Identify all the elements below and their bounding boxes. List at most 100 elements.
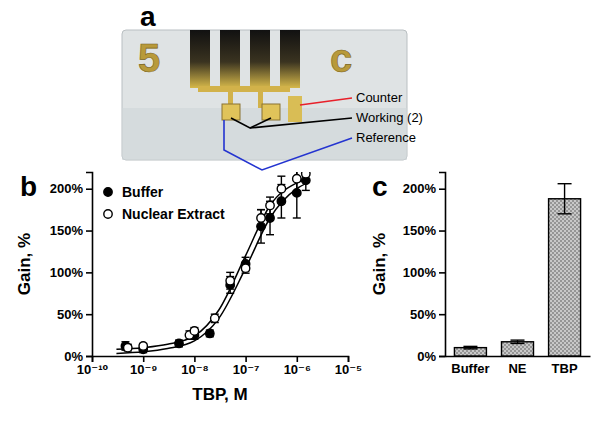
error-bar-cap (463, 348, 477, 349)
bar (454, 348, 486, 356)
data-point (226, 277, 234, 285)
plot-area (116, 172, 310, 354)
data-point (257, 214, 265, 222)
error-bar-cap (302, 190, 310, 191)
error-bar-cap (511, 343, 525, 344)
legend-label: Buffer (122, 184, 164, 200)
tick-mark (86, 272, 92, 274)
tick-label: 150% (403, 223, 437, 238)
tick: TBP (552, 356, 578, 376)
tick-mark (86, 356, 92, 358)
error-bar (277, 176, 285, 201)
error-bar (226, 277, 234, 294)
gold-pad (222, 104, 240, 120)
panel-label: b (20, 171, 37, 202)
tick: 0% (64, 349, 92, 364)
legend-marker (104, 210, 112, 218)
x-axis: 10⁻¹⁰10⁻⁹10⁻⁸10⁻⁷10⁻⁶10⁻⁵ (77, 356, 362, 377)
tick-label: 200% (403, 181, 437, 196)
error-bar-cap (293, 217, 301, 218)
tick-mark (194, 356, 196, 362)
tick-mark (439, 356, 445, 358)
error-bar-cap (266, 213, 274, 214)
tick: 50% (57, 307, 92, 322)
tick: 200% (50, 181, 92, 196)
error-bar-cap (257, 226, 265, 227)
tick-mark (296, 356, 298, 362)
error-bar (293, 172, 301, 218)
tick: 50% (410, 307, 445, 322)
error-bar-cap (266, 196, 274, 197)
error-bar-cap (226, 272, 234, 273)
callout-label: Working (2) (356, 110, 423, 125)
error-bar-cap (293, 191, 301, 192)
electrode-lead (190, 30, 210, 88)
bar (549, 199, 581, 356)
error-bar-cap (257, 209, 265, 210)
data-point (293, 174, 301, 182)
tick-label: 100% (50, 265, 84, 280)
error-bar-cap (226, 288, 234, 289)
panel-a: 5caCounterWorking (2)Reference (122, 1, 423, 170)
error-bar-stem (564, 184, 565, 214)
tick-label: 50% (57, 307, 83, 322)
tick-label: 150% (50, 223, 84, 238)
tick-mark (86, 230, 92, 232)
error-bar-cap (257, 242, 265, 243)
error-bar (257, 210, 265, 243)
data-point (206, 329, 214, 337)
panel-label: c (372, 171, 388, 202)
error-bar (463, 346, 477, 349)
legend: Buffer Nuclear Extract (104, 184, 225, 222)
gold-trace (198, 86, 290, 92)
callout-line (300, 98, 352, 105)
callout-line (224, 120, 352, 170)
tick: 200% (403, 181, 445, 196)
tick-mark (245, 356, 247, 362)
tick-label: Buffer (451, 361, 489, 376)
error-bar-cap (463, 346, 477, 347)
error-bar-cap (266, 234, 274, 235)
data-point (190, 327, 198, 335)
x-axis: Buffer NE TBP (446, 356, 591, 376)
error-bar (266, 197, 274, 214)
panel-label: a (140, 1, 156, 32)
tick-label: 10⁻⁹ (130, 362, 158, 377)
error-bar (242, 263, 250, 273)
error-bar (511, 340, 525, 343)
error-bar (190, 328, 198, 335)
tick-mark (439, 188, 445, 190)
error-bar (558, 184, 572, 214)
tick-label: 50% (410, 307, 436, 322)
legend-label: Nuclear Extract (122, 206, 225, 222)
figure: 5caCounterWorking (2)Reference10⁻¹⁰10⁻⁹1… (0, 0, 600, 425)
data-point (211, 314, 219, 322)
tick-mark (86, 188, 92, 190)
data-point (124, 343, 132, 351)
tick-mark (439, 230, 445, 232)
error-bar (206, 330, 214, 337)
data-point (241, 264, 249, 272)
tick: 10⁻⁹ (130, 356, 158, 377)
fit-curve (116, 183, 307, 354)
tick-mark (143, 356, 145, 362)
electrode-lead (280, 30, 300, 88)
error-bar (277, 185, 285, 218)
tick: 10⁻⁷ (233, 356, 260, 377)
error-bar-cap (257, 209, 265, 210)
tick: 150% (403, 223, 445, 238)
axis-line (86, 173, 93, 357)
data-point (266, 201, 274, 209)
electrode-lead (250, 30, 270, 88)
tick: NE (508, 356, 526, 376)
error-bar (302, 172, 310, 190)
tick: 10⁻⁶ (284, 356, 311, 377)
panel-c: BufferNETBP0%50%100%150%200%cGain, % (370, 171, 591, 376)
data-point (277, 185, 285, 193)
counter-electrode (288, 96, 302, 122)
error-bar-cap (277, 217, 285, 218)
error-bar (302, 172, 310, 180)
tick-mark (439, 272, 445, 274)
callout-line (231, 118, 352, 128)
data-point (266, 214, 274, 222)
